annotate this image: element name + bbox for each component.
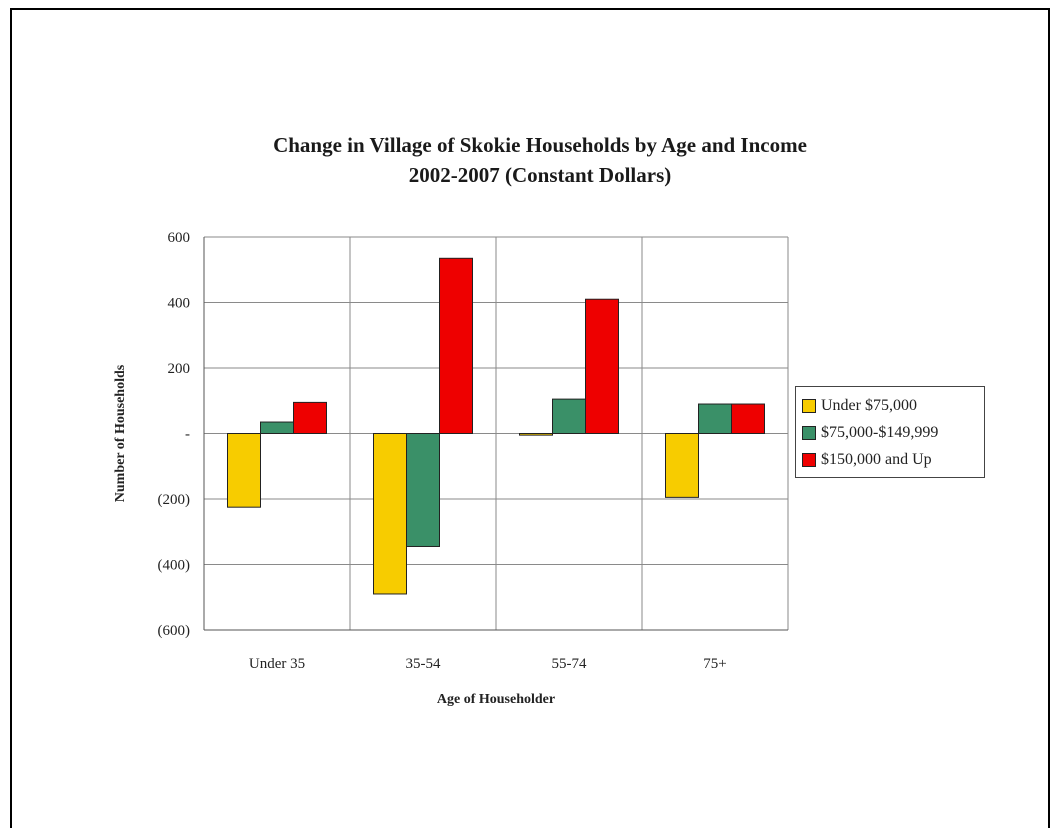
- bar: [406, 433, 440, 547]
- legend-swatch-75k-150k: [802, 425, 816, 440]
- legend-label: Under $75,000: [821, 396, 917, 414]
- bar: [665, 433, 699, 498]
- x-tick-label: 35-54: [406, 656, 441, 672]
- bar: [519, 433, 553, 436]
- legend-item-150k-up: $150,000 and Up: [802, 446, 978, 473]
- y-tick-label: (400): [158, 558, 191, 574]
- chart-legend: Under $75,000 $75,000-$149,999 $150,000 …: [795, 386, 985, 478]
- bar: [439, 257, 473, 434]
- bar: [585, 298, 619, 434]
- y-tick-label: (200): [158, 492, 191, 508]
- y-tick-label: 400: [168, 296, 191, 312]
- legend-swatch-under-75k: [802, 398, 816, 413]
- bar: [260, 421, 294, 435]
- bar: [698, 403, 732, 434]
- bar: [227, 433, 261, 508]
- legend-item-75k-150k: $75,000-$149,999: [802, 419, 978, 446]
- chart-title: Change in Village of Skokie Households b…: [273, 133, 807, 157]
- bar: [731, 403, 765, 434]
- x-axis-title: Age of Householder: [437, 692, 555, 707]
- bar: [373, 433, 407, 595]
- y-tick-label: 200: [168, 361, 191, 377]
- legend-item-under-75k: Under $75,000: [802, 392, 978, 419]
- y-tick-label: (600): [158, 623, 191, 639]
- bar: [293, 401, 327, 435]
- chart-title-block: Change in Village of Skokie Households b…: [200, 130, 880, 190]
- legend-label: $150,000 and Up: [821, 450, 932, 468]
- legend-label: $75,000-$149,999: [821, 423, 939, 441]
- x-tick-label: 75+: [703, 656, 726, 672]
- y-axis-title: Number of Households: [113, 364, 128, 502]
- y-tick-label: 600: [168, 230, 191, 246]
- legend-swatch-150k-up: [802, 452, 816, 467]
- x-tick-label: Under 35: [249, 656, 305, 672]
- y-tick-label: -: [185, 427, 190, 443]
- chart-subtitle: 2002-2007 (Constant Dollars): [408, 163, 672, 187]
- x-tick-label: 55-74: [552, 656, 587, 672]
- bar: [552, 398, 586, 434]
